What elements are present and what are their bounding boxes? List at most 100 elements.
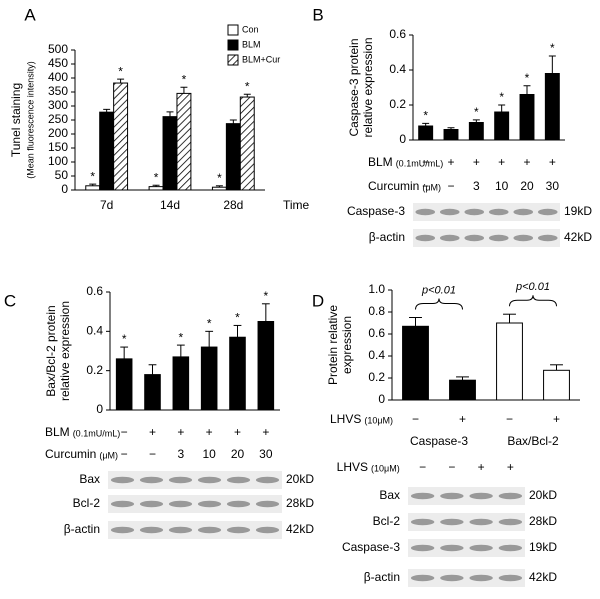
significance-mark: * [118, 64, 123, 78]
treatment-level: − [121, 447, 128, 461]
group-label: Bax/Bcl-2 [507, 434, 559, 448]
blot-label: β-actin [64, 522, 100, 536]
bar [494, 111, 510, 141]
blot-size: 42kD [529, 570, 557, 584]
treatment-level: 3 [177, 447, 184, 461]
y-tick-label: 450 [48, 56, 68, 70]
bar [257, 321, 275, 411]
y-tick-label: 0 [61, 182, 68, 196]
blot-band [488, 234, 509, 242]
blot-band [226, 476, 251, 484]
treatment-level: + [177, 425, 184, 439]
bar [172, 356, 190, 411]
blot-band [513, 208, 534, 216]
bar [544, 73, 560, 141]
treatment-level: + [553, 412, 560, 426]
y-tick-label: 250 [48, 112, 68, 126]
bar [402, 325, 429, 401]
treatment-level: 20 [231, 447, 245, 461]
blot-band [139, 476, 164, 484]
bar [468, 122, 484, 141]
significance-mark: * [90, 169, 95, 183]
y-tick-label: 0.2 [389, 97, 406, 111]
blot-header-name: LHVS [337, 460, 368, 474]
blot-band [226, 526, 251, 534]
blot-band [464, 208, 485, 216]
bar [85, 185, 101, 191]
treatment-level: + [498, 155, 505, 169]
y-axis-label: relative expression [361, 37, 375, 137]
bar [176, 92, 192, 191]
blot-band [110, 476, 135, 484]
bar [211, 186, 227, 191]
blot-label: Caspase-3 [342, 540, 400, 554]
treatment-level: 10 [495, 179, 509, 193]
legend-swatch [227, 39, 239, 51]
treatment-level: − [506, 412, 513, 426]
x-tick-label: 14d [160, 198, 180, 212]
bar [543, 369, 570, 401]
treatment-level: + [459, 412, 466, 426]
treatment-name: Curcumin [368, 179, 419, 193]
blot-band [255, 476, 280, 484]
blot-band [226, 500, 251, 508]
blot-band [440, 518, 464, 526]
significance-mark: * [182, 72, 187, 86]
y-axis-label: relative expression [58, 301, 72, 401]
blot-band [415, 208, 436, 216]
treatment-level: 10 [202, 447, 216, 461]
blot-size: 20kD [286, 472, 314, 486]
y-tick-label: 350 [48, 84, 68, 98]
blot-size: 42kD [286, 522, 314, 536]
y-tick-label: 0 [378, 392, 385, 406]
bar [99, 111, 115, 191]
blot-strip [408, 569, 525, 587]
y-axis-label: Caspase-3 protein [347, 38, 361, 136]
blot-header-unit: (10μM) [371, 463, 400, 473]
blot-label: Caspase-3 [347, 204, 405, 218]
y-tick-label: 400 [48, 70, 68, 84]
treatment-level: 30 [259, 447, 273, 461]
bar [144, 374, 161, 411]
significance-mark: * [217, 171, 222, 185]
group-annotation: p<0.01 [421, 284, 456, 296]
blot-band [513, 234, 534, 242]
significance-mark: * [245, 79, 250, 93]
blot-label: β-actin [364, 570, 400, 584]
bar [239, 96, 255, 191]
x-axis-label: Time [283, 198, 310, 212]
treatment-unit: (0.1mU/mL) [396, 158, 444, 168]
legend-swatch [227, 54, 239, 66]
blot-band [537, 234, 558, 242]
y-tick-label: 500 [48, 42, 68, 56]
blot-strip [108, 471, 282, 489]
y-tick-label: 0 [96, 402, 103, 416]
treatment-name: LHVS [330, 412, 361, 426]
bar [229, 336, 246, 411]
significance-mark: * [235, 311, 240, 325]
y-tick-label: 0 [399, 132, 406, 146]
significance-mark: * [525, 71, 530, 85]
blot-band [440, 544, 464, 552]
bar [162, 116, 178, 191]
treatment-unit: (0.1mU/mL) [73, 428, 121, 438]
y-tick-label: 50 [55, 168, 69, 182]
bar [200, 346, 218, 411]
blot-band [439, 208, 460, 216]
significance-mark: * [474, 105, 479, 119]
bar [496, 322, 523, 401]
y-tick-label: 300 [48, 98, 68, 112]
y-tick-label: 0.2 [368, 370, 385, 384]
blot-strip [408, 513, 525, 531]
treatment-level: + [523, 155, 530, 169]
blot-band [110, 500, 135, 508]
blot-band [440, 574, 464, 582]
y-tick-label: 0.4 [389, 62, 406, 76]
y-axis-label: Protein relative [326, 305, 340, 385]
blot-band [469, 492, 493, 500]
y-tick-label: 0.8 [368, 304, 385, 318]
x-tick-label: 28d [223, 198, 243, 212]
blot-band [440, 492, 464, 500]
significance-mark: * [122, 332, 127, 346]
y-tick-label: 0.4 [86, 324, 103, 338]
